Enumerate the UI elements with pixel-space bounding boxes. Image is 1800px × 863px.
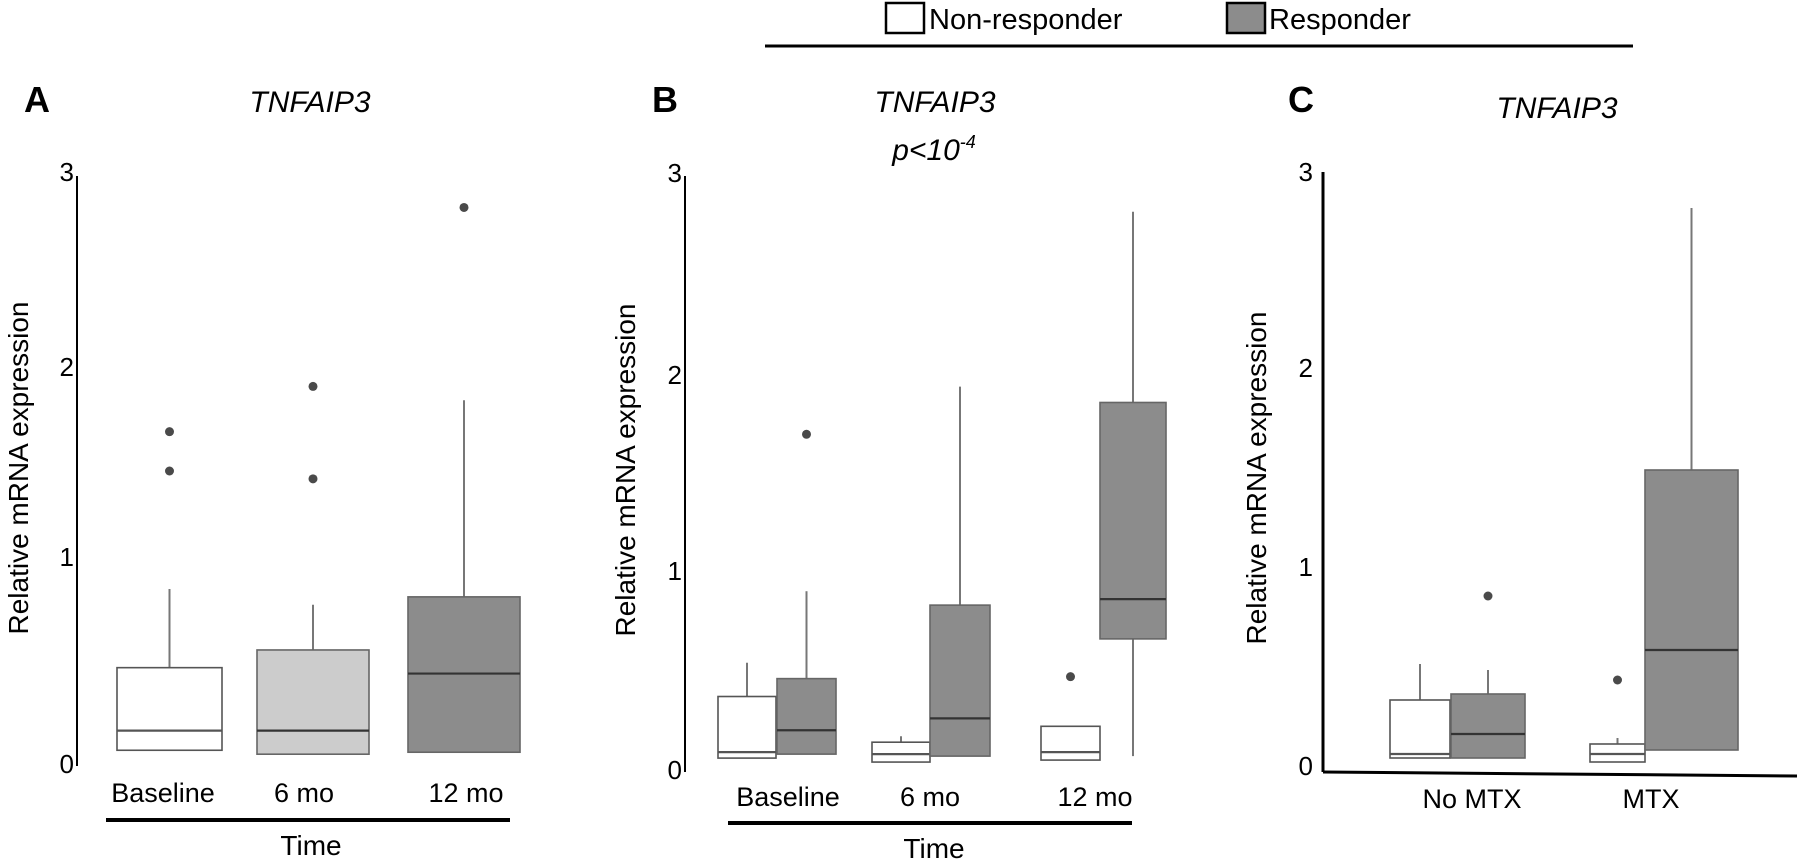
y-axis-title-a: Relative mRNA expression xyxy=(3,301,34,634)
y-tick-label: 2 xyxy=(60,352,74,382)
x-axis-line-c xyxy=(1322,770,1798,778)
box xyxy=(717,695,777,759)
panel-subtitle-b: p<10-4 xyxy=(891,132,976,167)
boxes-c xyxy=(1389,208,1739,763)
y-tick-label: 0 xyxy=(668,755,682,785)
panel-title-b: TNFAIP3 xyxy=(874,86,995,119)
box xyxy=(1389,699,1451,759)
outlier-point xyxy=(1483,591,1493,601)
boxes-a xyxy=(116,202,521,756)
panel-b: B TNFAIP3 p<10-4 0 1 2 3 Relative mRNA e… xyxy=(610,79,1167,863)
outlier-point xyxy=(1613,675,1622,685)
y-tick-label: 0 xyxy=(1299,751,1313,781)
box xyxy=(1450,693,1526,759)
legend-swatch-non-responder xyxy=(884,1,926,35)
panel-title-c: TNFAIP3 xyxy=(1496,92,1617,125)
y-tick-label: 3 xyxy=(668,158,682,188)
x-category-label: Baseline xyxy=(111,778,215,808)
x-category-label: 6 mo xyxy=(274,778,334,808)
x-category-label: 12 mo xyxy=(1057,782,1132,812)
y-ticks-c: 0 1 2 3 xyxy=(1299,157,1313,781)
panel-letter-c: C xyxy=(1288,79,1314,120)
panel-letter-b: B xyxy=(652,79,678,120)
legend-label-responder: Responder xyxy=(1269,4,1411,36)
legend: Non-responder Responder xyxy=(765,1,1633,48)
y-axis-title-b: Relative mRNA expression xyxy=(610,303,641,636)
box xyxy=(1099,401,1167,640)
y-tick-label: 3 xyxy=(60,157,74,187)
box xyxy=(256,649,370,756)
outlier-point xyxy=(459,202,469,212)
outlier-point xyxy=(165,427,174,437)
outlier-point xyxy=(1066,672,1075,682)
y-tick-label: 3 xyxy=(1299,157,1313,187)
x-category-label: Baseline xyxy=(736,782,840,812)
panel-c: C TNFAIP3 0 1 2 3 Relative mRNA expressi… xyxy=(1241,79,1798,814)
y-tick-label: 1 xyxy=(60,542,74,572)
x-category-label: No MTX xyxy=(1422,784,1521,814)
outlier-point xyxy=(802,429,811,439)
panel-letter-a: A xyxy=(24,79,50,120)
box xyxy=(776,677,837,755)
panel-title-a: TNFAIP3 xyxy=(249,86,370,119)
box xyxy=(929,604,991,757)
x-axis-title-b: Time xyxy=(903,833,964,863)
box xyxy=(1644,469,1739,751)
y-ticks-b: 0 1 2 3 xyxy=(668,158,682,785)
outlier-point xyxy=(308,474,318,484)
legend-label-non-responder: Non-responder xyxy=(929,4,1123,36)
x-axis-title-a: Time xyxy=(280,830,341,861)
legend-swatch-responder xyxy=(1225,1,1267,35)
y-tick-label: 1 xyxy=(668,556,682,586)
boxes-b xyxy=(717,211,1167,763)
subtitle-exponent-b: -4 xyxy=(960,132,976,152)
y-tick-label: 1 xyxy=(1299,552,1313,582)
x-category-label: 12 mo xyxy=(428,778,503,808)
y-ticks-a: 0 1 2 3 xyxy=(60,157,74,779)
box xyxy=(116,666,223,752)
subtitle-base-b: p<10 xyxy=(891,134,960,167)
box xyxy=(871,741,931,763)
panel-a: A TNFAIP3 0 1 2 3 Relative mRNA expressi… xyxy=(3,79,521,861)
x-category-label: MTX xyxy=(1623,784,1680,814)
y-axis-title-c: Relative mRNA expression xyxy=(1241,311,1272,644)
y-tick-label: 0 xyxy=(60,749,74,779)
y-tick-label: 2 xyxy=(1299,353,1313,383)
x-category-label: 6 mo xyxy=(900,782,960,812)
outlier-point xyxy=(165,466,174,476)
outlier-point xyxy=(308,381,318,391)
y-tick-label: 2 xyxy=(668,360,682,390)
box xyxy=(1040,725,1101,761)
